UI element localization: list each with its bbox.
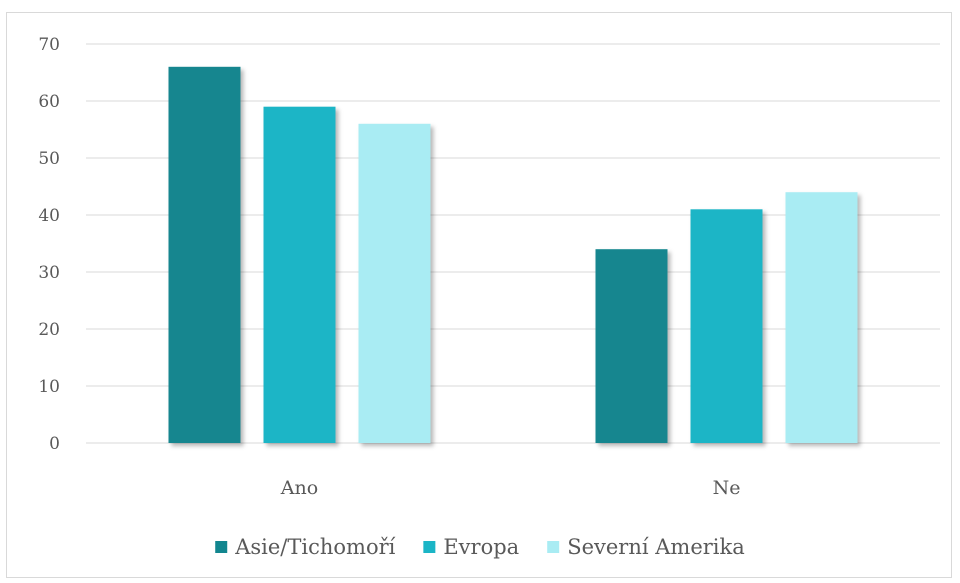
bar-ano-series-1 xyxy=(168,66,241,444)
legend-label: Asie/Tichomoří xyxy=(234,535,395,559)
x-axis-categories: Ano Ne xyxy=(280,477,741,499)
bar-ano-series-3 xyxy=(358,123,431,444)
y-axis-ticks: 0 10 20 30 40 50 60 70 xyxy=(38,35,60,454)
bar-ne-series-1 xyxy=(595,249,668,443)
y-tick-label: 30 xyxy=(38,263,60,283)
x-category-label: Ano xyxy=(280,477,318,499)
y-tick-label: 10 xyxy=(38,377,60,397)
legend-item: Asie/Tichomoří xyxy=(215,535,396,559)
y-tick-label: 0 xyxy=(49,434,60,454)
y-tick-label: 40 xyxy=(38,206,60,226)
y-tick-label: 50 xyxy=(38,149,60,169)
legend-swatch xyxy=(215,541,228,553)
legend: Asie/Tichomoří Evropa Severní Amerika xyxy=(215,535,745,559)
legend-label: Evropa xyxy=(443,535,519,559)
bar-ne-series-2 xyxy=(690,209,763,443)
bar-ano-series-2 xyxy=(263,106,336,443)
legend-item: Evropa xyxy=(423,535,519,559)
y-tick-label: 70 xyxy=(38,35,60,55)
bar-ne-series-3 xyxy=(785,192,858,443)
legend-label: Severní Amerika xyxy=(567,535,745,559)
y-tick-label: 60 xyxy=(38,92,60,112)
legend-swatch xyxy=(423,541,436,553)
bars xyxy=(168,66,858,444)
legend-swatch xyxy=(547,541,560,553)
legend-item: Severní Amerika xyxy=(547,535,745,559)
y-tick-label: 20 xyxy=(38,320,60,340)
x-category-label: Ne xyxy=(713,477,741,499)
